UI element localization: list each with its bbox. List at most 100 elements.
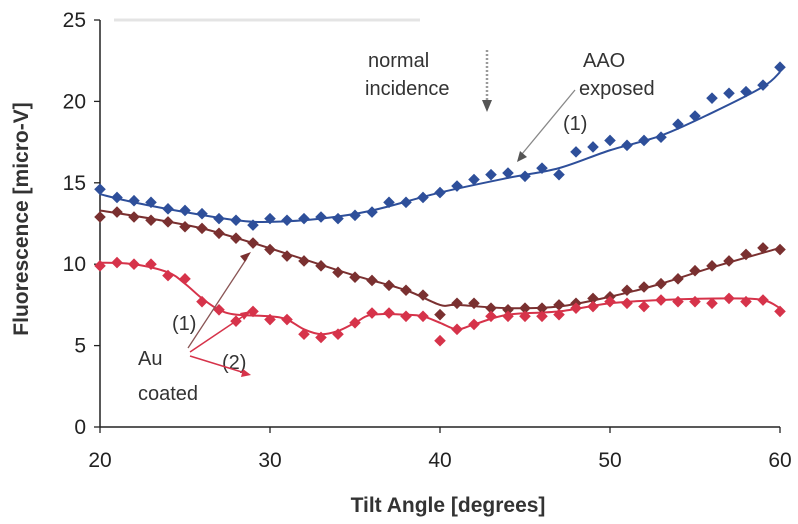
data-point-series-2: [740, 248, 752, 261]
data-point-series-3: [332, 328, 344, 341]
data-point-series-1: [349, 209, 361, 222]
data-point-series-2: [366, 274, 378, 287]
annotation-aao-number: (1): [563, 113, 587, 135]
data-point-series-1: [502, 167, 514, 179]
y-tick-label: 0: [74, 416, 86, 439]
data-point-series-3: [128, 258, 140, 270]
data-point-series-3: [383, 307, 395, 319]
data-point-series-3: [587, 300, 599, 313]
data-point-series-1: [366, 206, 378, 218]
data-point-series-2: [536, 302, 548, 314]
x-tick-label: 40: [428, 449, 451, 472]
data-point-series-3: [774, 305, 786, 318]
data-point-series-1: [162, 203, 174, 215]
data-point-series-3: [468, 318, 480, 331]
data-point-series-3: [451, 323, 463, 336]
tick-labels: 0 5 10 15 20 25 20 30 40 50 60: [63, 9, 792, 472]
data-point-series-3: [264, 313, 276, 326]
data-point-series-2: [655, 277, 667, 290]
y-axis-title: Fluorescence [micro-V]: [10, 102, 33, 335]
data-point-series-3: [570, 302, 582, 314]
annotations: normal incidence AAO exposed (1) (1) (2)…: [138, 50, 655, 405]
x-tick-label: 30: [258, 449, 281, 472]
data-point-series-2: [264, 243, 276, 256]
data-point-series-3: [94, 260, 106, 272]
data-point-series-2: [128, 211, 140, 223]
data-point-series-2: [196, 222, 208, 235]
data-point-series-1: [451, 180, 463, 192]
data-point-series-1: [213, 212, 225, 225]
data-point-series-2: [349, 271, 361, 284]
y-tick-label: 10: [63, 253, 86, 276]
data-point-series-1: [315, 211, 327, 223]
data-point-series-3: [672, 295, 684, 308]
data-point-series-2: [587, 292, 599, 305]
data-point-series-1: [417, 191, 429, 204]
data-point-series-1: [570, 146, 582, 158]
data-point-series-1: [281, 214, 293, 227]
data-point-series-1: [145, 196, 157, 209]
data-point-series-2: [723, 255, 735, 267]
x-tick-label: 20: [88, 449, 111, 472]
fit-curves: [99, 71, 781, 336]
data-point-series-3: [740, 295, 752, 308]
data-point-series-2: [298, 255, 310, 267]
data-point-series-2: [213, 227, 225, 240]
data-point-series-3: [502, 310, 514, 323]
x-axis-title: Tilt Angle [degrees]: [351, 494, 546, 517]
data-point-series-2: [162, 216, 174, 228]
normal-incidence-arrowhead: [482, 100, 492, 112]
annotation-au: Au: [138, 348, 162, 370]
data-points: [94, 61, 786, 347]
data-point-series-2: [315, 260, 327, 272]
data-point-series-3: [757, 294, 769, 306]
data-point-series-1: [604, 134, 616, 147]
data-point-series-3: [145, 258, 157, 270]
data-point-series-3: [213, 303, 225, 316]
data-point-series-1: [723, 87, 735, 100]
data-point-series-1: [774, 61, 786, 74]
data-point-series-2: [757, 242, 769, 254]
au-arrow-3: [189, 355, 246, 374]
y-tick-label: 25: [63, 9, 86, 32]
annotation-exposed: exposed: [579, 78, 655, 100]
data-point-series-3: [553, 308, 565, 321]
data-point-series-3: [315, 331, 327, 344]
data-point-series-2: [417, 289, 429, 301]
data-point-series-1: [434, 186, 446, 199]
axes: [94, 18, 781, 433]
x-tick-label: 50: [598, 449, 621, 472]
y-tick-label: 20: [63, 90, 86, 113]
data-point-series-1: [383, 196, 395, 209]
data-point-series-1: [553, 168, 565, 181]
data-point-series-1: [655, 131, 667, 144]
data-point-series-3: [349, 317, 361, 329]
data-point-series-2: [332, 266, 344, 279]
x-tick-label: 60: [768, 449, 791, 472]
data-point-series-1: [111, 191, 123, 204]
data-point-series-1: [128, 194, 140, 207]
data-point-series-1: [179, 204, 191, 217]
data-point-series-2: [706, 260, 718, 272]
data-point-series-1: [689, 110, 701, 122]
data-point-series-2: [111, 206, 123, 218]
data-point-series-3: [706, 297, 718, 310]
data-point-series-3: [400, 310, 412, 323]
data-point-series-2: [468, 297, 480, 310]
data-point-series-2: [672, 273, 684, 285]
data-point-series-2: [621, 284, 633, 297]
au-arrowhead-1: [240, 252, 251, 262]
y-tick-label: 5: [74, 335, 86, 358]
au-arrow-1: [187, 257, 248, 349]
data-point-series-3: [621, 297, 633, 310]
data-point-series-2: [383, 279, 395, 292]
data-point-series-3: [247, 305, 259, 318]
data-point-series-1: [638, 134, 650, 147]
data-point-series-3: [434, 334, 446, 347]
data-point-series-1: [94, 183, 106, 196]
y-tick-label: 15: [63, 172, 86, 195]
data-point-series-3: [196, 295, 208, 308]
data-point-series-2: [774, 243, 786, 256]
data-point-series-1: [587, 141, 599, 153]
